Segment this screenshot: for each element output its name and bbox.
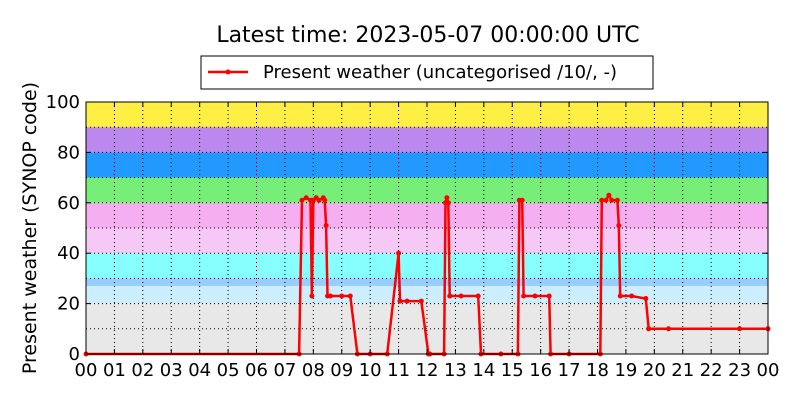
data-point: [646, 326, 652, 332]
x-tick-label: 16: [529, 360, 552, 381]
x-tick-label: 06: [245, 360, 268, 381]
y-tick-label: 100: [46, 92, 80, 113]
y-tick-label: 40: [57, 243, 80, 264]
data-point: [614, 197, 620, 203]
data-point: [475, 293, 481, 299]
data-point: [397, 298, 403, 304]
data-point: [347, 293, 353, 299]
data-point: [396, 250, 402, 256]
data-point: [546, 293, 552, 299]
x-tick-label: 18: [586, 360, 609, 381]
data-point: [447, 293, 453, 299]
x-tick-label: 08: [302, 360, 325, 381]
data-point: [599, 197, 605, 203]
x-tick-label: 04: [188, 360, 211, 381]
chart-title: Latest time: 2023-05-07 00:00:00 UTC: [216, 23, 639, 48]
data-point: [418, 298, 424, 304]
data-point: [444, 195, 450, 201]
x-tick-label: 02: [131, 360, 154, 381]
y-tick-label: 80: [57, 142, 80, 163]
data-point: [521, 293, 527, 299]
x-tick-label: 17: [558, 360, 581, 381]
legend-marker: [225, 69, 231, 75]
data-point: [404, 298, 410, 304]
x-tick-label: 20: [643, 360, 666, 381]
plot-area: 00 01 02 03 04 05 06 07 08 09 10 11 12 13 14 15 16 17 18 19…: [46, 92, 780, 381]
x-tick-label: 03: [160, 360, 183, 381]
y-tick-label: 20: [57, 294, 80, 315]
data-point: [339, 293, 345, 299]
data-point: [309, 293, 315, 299]
x-tick-label: 23: [728, 360, 751, 381]
x-tick-label: 15: [501, 360, 524, 381]
x-tick-label: 13: [444, 360, 467, 381]
x-tick-label: 00: [75, 360, 98, 381]
series-layer: [83, 192, 771, 357]
data-point: [603, 197, 609, 203]
x-tick-label: 11: [387, 360, 410, 381]
ticks: 00 01 02 03 04 05 06 07 08 09 10 11 12 13 14 15 16 17 18 19…: [46, 92, 780, 381]
data-point: [609, 197, 615, 203]
x-tick-label: 05: [217, 360, 240, 381]
data-point: [316, 197, 322, 203]
legend-label: Present weather (uncategorised /10/, -): [263, 62, 617, 83]
x-tick-label: 09: [330, 360, 353, 381]
y-tick-label: 60: [57, 193, 80, 214]
data-point: [616, 222, 622, 228]
band-70-80: [86, 152, 768, 178]
data-point: [606, 192, 612, 198]
legend-box: [200, 55, 654, 90]
x-tick-label: 21: [671, 360, 694, 381]
x-tick-label: 10: [359, 360, 382, 381]
x-tick-label: 12: [416, 360, 439, 381]
x-tick-label: 07: [273, 360, 296, 381]
data-point: [532, 293, 538, 299]
data-point: [322, 197, 328, 203]
data-point: [643, 296, 649, 302]
data-point: [629, 293, 635, 299]
data-point: [519, 197, 525, 203]
data-point: [299, 197, 305, 203]
data-point: [323, 222, 329, 228]
legend: Present weather (uncategorised /10/, -): [200, 55, 654, 90]
x-tick-label: 22: [700, 360, 723, 381]
y-axis-label: Present weather (SYNOP code): [19, 82, 41, 374]
data-point: [617, 293, 623, 299]
band-80-90: [86, 127, 768, 153]
x-tick-label: 00: [757, 360, 780, 381]
data-point: [666, 326, 672, 332]
data-point: [303, 195, 309, 201]
y-tick-label: 0: [69, 344, 80, 365]
x-tick-label: 01: [103, 360, 126, 381]
data-point: [327, 293, 333, 299]
band-40-50: [86, 228, 768, 254]
grid: [86, 102, 768, 354]
data-point: [737, 326, 743, 332]
x-tick-label: 14: [472, 360, 495, 381]
data-point: [458, 293, 464, 299]
x-tick-label: 19: [614, 360, 637, 381]
data-point: [445, 200, 451, 206]
